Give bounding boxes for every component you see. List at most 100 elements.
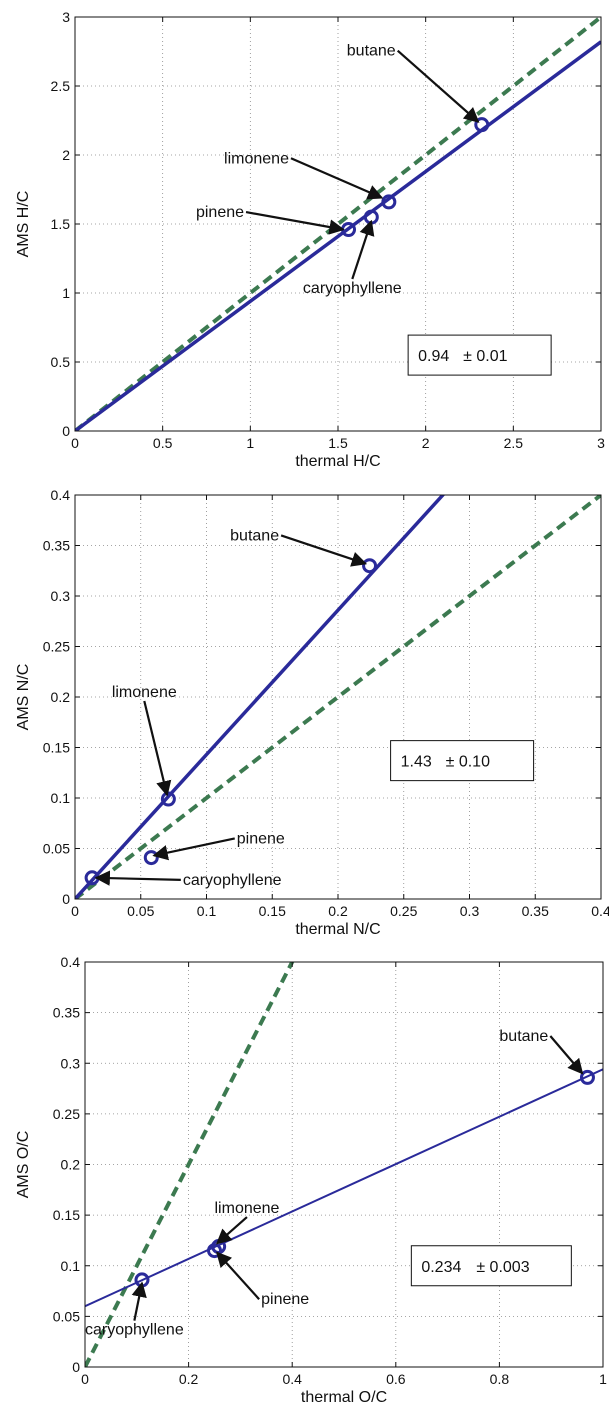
x-tick-label: 3	[597, 435, 605, 451]
y-tick-label: 0.35	[43, 538, 70, 554]
fit-box	[410, 1245, 572, 1287]
annotation-arrow	[245, 211, 345, 235]
y-tick-label: 0.4	[51, 487, 71, 503]
y-axis-label: AMS N/C	[15, 664, 32, 731]
annotation-arrow	[351, 219, 375, 280]
fit-slope: 1.43	[401, 754, 432, 771]
x-tick-label: 1	[599, 1371, 607, 1387]
y-axis-label: AMS O/C	[15, 1131, 32, 1199]
y-tick-label: 0.05	[43, 841, 70, 857]
x-tick-label: 0.4	[282, 1371, 302, 1387]
y-tick-label: 0.15	[43, 740, 70, 756]
y-tick-label: 0.3	[51, 588, 71, 604]
y-tick-label: 0.2	[61, 1157, 81, 1173]
panel-1: 0 0.5 1 1.5 2 2.5 3 0 0.5 1 1.5 2 2.5 3 thermal H/C AMS…	[15, 9, 605, 470]
data-point-butane	[474, 117, 490, 133]
annotation-arrow	[143, 700, 172, 797]
x-tick-label: 0.8	[490, 1371, 510, 1387]
x-axis-label: thermal H/C	[295, 453, 380, 470]
annotation-pinene: pinene	[196, 204, 244, 221]
y-tick-label: 0.15	[53, 1207, 80, 1223]
x-tick-label: 0.05	[127, 903, 154, 919]
y-tick-label: 0.1	[61, 1258, 81, 1274]
annotation-arrow	[396, 49, 480, 123]
y-tick-label: 0.4	[61, 954, 81, 970]
lines-group	[85, 962, 603, 1367]
annotation-arrow	[290, 157, 384, 200]
fit-box	[407, 334, 552, 376]
y-tick-label: 0	[62, 891, 70, 907]
data-point-limonene	[381, 194, 397, 210]
y-tick-label: 0.25	[53, 1106, 80, 1122]
annotation-butane: butane	[230, 527, 279, 544]
annotation-caryophyllene: caryophyllene	[303, 280, 402, 297]
y-tick-label: 0.2	[51, 689, 71, 705]
x-tick-label: 0.2	[179, 1371, 199, 1387]
plot-area	[85, 962, 603, 1367]
data-point-butane	[579, 1069, 595, 1085]
annotation-pinene: pinene	[261, 1291, 309, 1308]
x-tick-label: 0	[71, 435, 79, 451]
annotation-limonene: limonene	[215, 1200, 280, 1217]
x-tick-label: 1.5	[328, 435, 348, 451]
y-tick-label: 0	[72, 1359, 80, 1375]
fit-error: ± 0.10	[446, 754, 490, 771]
x-tick-label: 0.15	[259, 903, 286, 919]
annotation-arrow	[94, 870, 181, 886]
fit-line	[85, 1068, 603, 1308]
panel-3: 0 0.2 0.4 0.6 0.8 1 0 0.05 0.1 0.15 0.2 0.25 0.3 0.35…	[15, 954, 607, 1406]
annotation-caryophyllene: caryophyllene	[183, 872, 282, 889]
annotation-pinene: pinene	[237, 830, 285, 847]
y-tick-label: 0	[62, 423, 70, 439]
x-axis-label: thermal O/C	[301, 1389, 387, 1406]
panel-2: 0 0.05 0.1 0.15 0.2 0.25 0.3 0.35 0.4 0 0.05 0.1 0.1…	[15, 487, 609, 938]
annotation-arrow	[131, 1281, 147, 1321]
x-tick-label: 0.25	[390, 903, 417, 919]
x-tick-label: 0.5	[153, 435, 173, 451]
x-tick-label: 0.2	[328, 903, 348, 919]
y-tick-label: 0.1	[51, 790, 71, 806]
x-tick-label: 2	[422, 435, 430, 451]
y-tick-label: 2.5	[51, 78, 71, 94]
y-tick-label: 1	[62, 285, 70, 301]
annotation-arrow	[280, 534, 368, 567]
data-point-pinene	[207, 1243, 222, 1259]
lines-group	[75, 17, 601, 431]
x-tick-label: 0.6	[386, 1371, 406, 1387]
annotation-limonene: limonene	[112, 684, 177, 701]
annotation-butane: butane	[499, 1028, 548, 1045]
fit-error: ± 0.01	[463, 348, 507, 365]
annotation-arrow	[549, 1035, 584, 1075]
fit-line	[75, 40, 601, 431]
y-tick-label: 2	[62, 147, 70, 163]
x-tick-label: 0.4	[591, 903, 609, 919]
y-tick-label: 0.5	[51, 354, 71, 370]
fit-slope: 0.234	[421, 1259, 461, 1276]
x-tick-label: 0.1	[197, 903, 217, 919]
annotation-arrow	[215, 1216, 248, 1245]
x-tick-label: 0	[81, 1371, 89, 1387]
fit-error: ± 0.003	[476, 1259, 529, 1276]
fit-box	[390, 740, 535, 782]
fit-slope: 0.94	[418, 348, 449, 365]
x-axis-label: thermal N/C	[295, 921, 380, 938]
annotation-butane: butane	[347, 43, 396, 60]
annotation-caryophyllene: caryophyllene	[85, 1322, 184, 1339]
y-tick-label: 0.25	[43, 639, 70, 655]
one-to-one-line	[75, 495, 601, 899]
x-tick-label: 0	[71, 903, 79, 919]
annotation-arrow	[216, 1251, 260, 1300]
y-tick-label: 0.35	[53, 1005, 80, 1021]
y-tick-label: 0.05	[53, 1308, 80, 1324]
x-tick-label: 1	[246, 435, 254, 451]
y-tick-label: 0.3	[61, 1055, 81, 1071]
x-tick-label: 0.3	[460, 903, 480, 919]
x-tick-label: 0.35	[522, 903, 549, 919]
annotation-arrow	[152, 837, 235, 861]
y-axis-label: AMS H/C	[15, 191, 32, 258]
y-tick-label: 3	[62, 9, 70, 25]
y-tick-label: 1.5	[51, 216, 71, 232]
x-tick-label: 2.5	[504, 435, 524, 451]
